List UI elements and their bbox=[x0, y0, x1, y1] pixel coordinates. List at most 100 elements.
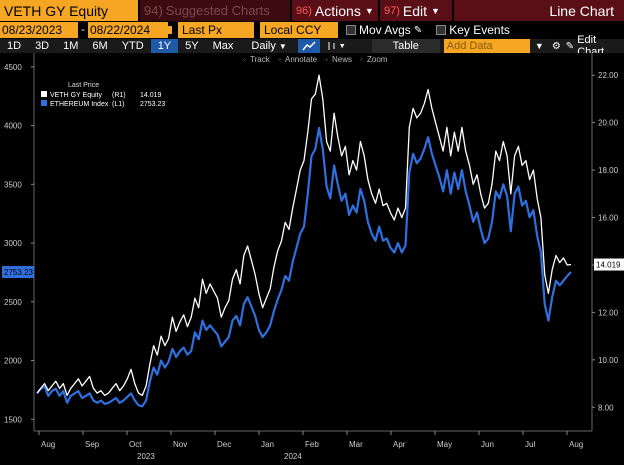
calendar-icon[interactable] bbox=[168, 22, 176, 38]
filter-icon[interactable]: ▼ bbox=[534, 41, 544, 51]
ethereum-last-value-label: 2753.23 bbox=[4, 268, 33, 277]
right-axis-tick-label: 16.00 bbox=[598, 214, 619, 223]
left-axis-tick-label: 2500 bbox=[4, 298, 22, 307]
ticker-field[interactable]: VETH GY Equity bbox=[0, 0, 138, 21]
actions-number: 96) bbox=[296, 4, 312, 17]
add-data-input[interactable]: Add Data bbox=[443, 39, 530, 53]
period-button-1y[interactable]: 1Y bbox=[150, 39, 179, 53]
actions-dropdown-icon: ▼ bbox=[364, 5, 374, 16]
actions-menu[interactable]: 96) Actions ▼ bbox=[292, 0, 378, 21]
right-axis-tick-label: 12.00 bbox=[598, 308, 619, 317]
right-axis-tick-label: 8.00 bbox=[598, 403, 614, 412]
frequency-select[interactable]: Daily ▼ bbox=[244, 39, 293, 53]
news-tool-icon[interactable]: ◦ bbox=[325, 55, 328, 64]
period-button-5y[interactable]: 5Y bbox=[185, 40, 199, 52]
series-line-veth bbox=[36, 74, 572, 397]
mov-avgs-toggle[interactable]: Mov Avgs ✎ bbox=[342, 22, 426, 38]
zoom-tool-icon[interactable]: ◦ bbox=[360, 55, 363, 64]
right-axis-tick-label: 20.00 bbox=[598, 119, 619, 128]
x-axis-year-label: 2023 bbox=[137, 452, 155, 461]
zoom-tool-label[interactable]: Zoom bbox=[367, 55, 388, 64]
news-tool-label[interactable]: News bbox=[332, 55, 352, 64]
header-bar: VETH GY Equity 94) Suggested Charts 96) … bbox=[0, 0, 624, 21]
x-axis-tick-label: Dec bbox=[217, 440, 231, 449]
series-layer bbox=[36, 74, 572, 408]
period-button-max[interactable]: Max bbox=[212, 40, 234, 52]
chart-title: Line Chart bbox=[454, 0, 624, 21]
legend-series-value: 2753.23 bbox=[140, 101, 165, 108]
chart-legend: Last Price VETH GY Equity (R1) 14.019 ETHERE… bbox=[41, 82, 165, 108]
left-axis-tick-label: 4500 bbox=[4, 63, 22, 72]
bar-chart-icon[interactable]: ▼ bbox=[320, 39, 352, 53]
left-axis-tick-label: 1500 bbox=[4, 415, 22, 424]
end-date-field[interactable]: 08/22/2024 bbox=[88, 22, 168, 38]
ethereum-last-value-tag bbox=[2, 266, 34, 279]
edit-dropdown-icon: ▼ bbox=[431, 5, 440, 16]
annotate-tool-label[interactable]: Annotate bbox=[285, 55, 318, 64]
left-axis-tick-label: 2000 bbox=[4, 357, 22, 366]
price-field-select[interactable]: Last Px bbox=[178, 22, 254, 38]
key-events-checkbox[interactable] bbox=[436, 25, 447, 35]
legend-title: Last Price bbox=[68, 82, 99, 89]
currency-select[interactable]: Local CCY bbox=[260, 22, 338, 38]
legend-series-name: ETHEREUM Index bbox=[50, 101, 109, 108]
period-toolbar: 1D 3D 1M 6M YTD 1Y 5Y Max Daily ▼ ▼ Table Add D… bbox=[0, 34, 624, 58]
track-tool-icon[interactable]: ◦ bbox=[243, 55, 246, 64]
mov-avgs-label: Mov Avgs bbox=[359, 23, 411, 37]
legend-series-name: VETH GY Equity bbox=[50, 92, 103, 99]
frequency-label: Daily bbox=[251, 40, 276, 52]
controls-bar: 08/23/2023 - 08/22/2024 Last Px Local CC… bbox=[0, 22, 624, 38]
x-axis-tick-label: Aug bbox=[41, 440, 55, 449]
left-axis-tick-label: 3000 bbox=[4, 239, 22, 248]
left-axis: 1500 2000 2500 3000 3500 4000 4500 bbox=[4, 53, 35, 431]
suggested-charts-menu[interactable]: 94) Suggested Charts bbox=[140, 0, 290, 21]
last-value-tags: 2753.23 14.019 bbox=[2, 258, 624, 279]
track-tool-label[interactable]: Track bbox=[250, 55, 271, 64]
line-chart-icon[interactable] bbox=[297, 39, 320, 53]
pencil-icon[interactable]: ✎ bbox=[413, 24, 423, 36]
series-line-ethereum bbox=[36, 126, 572, 408]
legend-series-axis: (R1) bbox=[112, 92, 126, 99]
mov-avgs-checkbox[interactable] bbox=[346, 25, 356, 35]
legend-series-axis: (L1) bbox=[112, 101, 124, 108]
period-button-1d[interactable]: 1D bbox=[7, 40, 22, 52]
period-button-3d[interactable]: 3D bbox=[35, 40, 50, 52]
chart-tools: ◦ Track ◦ Annotate ◦ News ◦ Zoom bbox=[243, 55, 388, 64]
x-axis-tick-label: Mar bbox=[349, 440, 363, 449]
left-axis-tick-label: 3500 bbox=[4, 180, 22, 189]
period-button-1m[interactable]: 1M bbox=[63, 40, 79, 52]
x-axis-tick-label: Jun bbox=[481, 440, 494, 449]
table-button[interactable]: Table bbox=[371, 39, 440, 53]
x-axis: Aug Sep Oct Nov Dec Jan Feb Mar Apr May Jun Jul Aug 2… bbox=[34, 430, 592, 461]
actions-label: Actions bbox=[314, 2, 361, 19]
period-button-6m[interactable]: 6M bbox=[92, 40, 108, 52]
x-axis-tick-label: Nov bbox=[173, 440, 187, 449]
key-events-toggle[interactable]: Key Events bbox=[432, 22, 514, 38]
price-chart[interactable]: ◦ Track ◦ Annotate ◦ News ◦ Zoom 1500 2000 2500 30… bbox=[0, 53, 624, 465]
right-axis-tick-label: 10.00 bbox=[598, 356, 619, 365]
date-separator: - bbox=[81, 24, 85, 36]
x-axis-tick-label: May bbox=[437, 440, 452, 449]
edit-number: 97) bbox=[384, 4, 400, 17]
x-axis-tick-label: Feb bbox=[305, 440, 319, 449]
x-axis-tick-label: Apr bbox=[393, 440, 406, 449]
edit-chart-pencil-icon: ✎ bbox=[565, 40, 575, 52]
edit-label: Edit bbox=[402, 2, 428, 19]
start-date-field[interactable]: 08/23/2023 bbox=[0, 22, 78, 38]
suggested-charts-number: 94) bbox=[144, 3, 163, 18]
x-axis-tick-label: Jan bbox=[261, 440, 274, 449]
legend-series-value: 14.019 bbox=[140, 92, 162, 99]
legend-swatch bbox=[41, 100, 47, 106]
x-axis-tick-label: Oct bbox=[129, 440, 142, 449]
annotate-tool-icon[interactable]: ◦ bbox=[278, 55, 281, 64]
bar-chart-dropdown-icon: ▼ bbox=[338, 42, 346, 50]
frequency-dropdown-icon: ▼ bbox=[278, 41, 287, 51]
key-events-label: Key Events bbox=[449, 23, 510, 37]
veth-last-value-label: 14.019 bbox=[596, 261, 621, 270]
period-buttons: 1D 3D 1M 6M YTD 1Y 5Y Max bbox=[0, 39, 240, 53]
period-button-ytd[interactable]: YTD bbox=[121, 40, 144, 52]
edit-menu[interactable]: 97) Edit ▼ bbox=[380, 0, 452, 21]
edit-chart-button[interactable]: ✎ Edit Chart bbox=[564, 34, 624, 58]
x-axis-tick-label: Aug bbox=[569, 440, 583, 449]
settings-icon[interactable]: ⚙ bbox=[551, 40, 561, 52]
